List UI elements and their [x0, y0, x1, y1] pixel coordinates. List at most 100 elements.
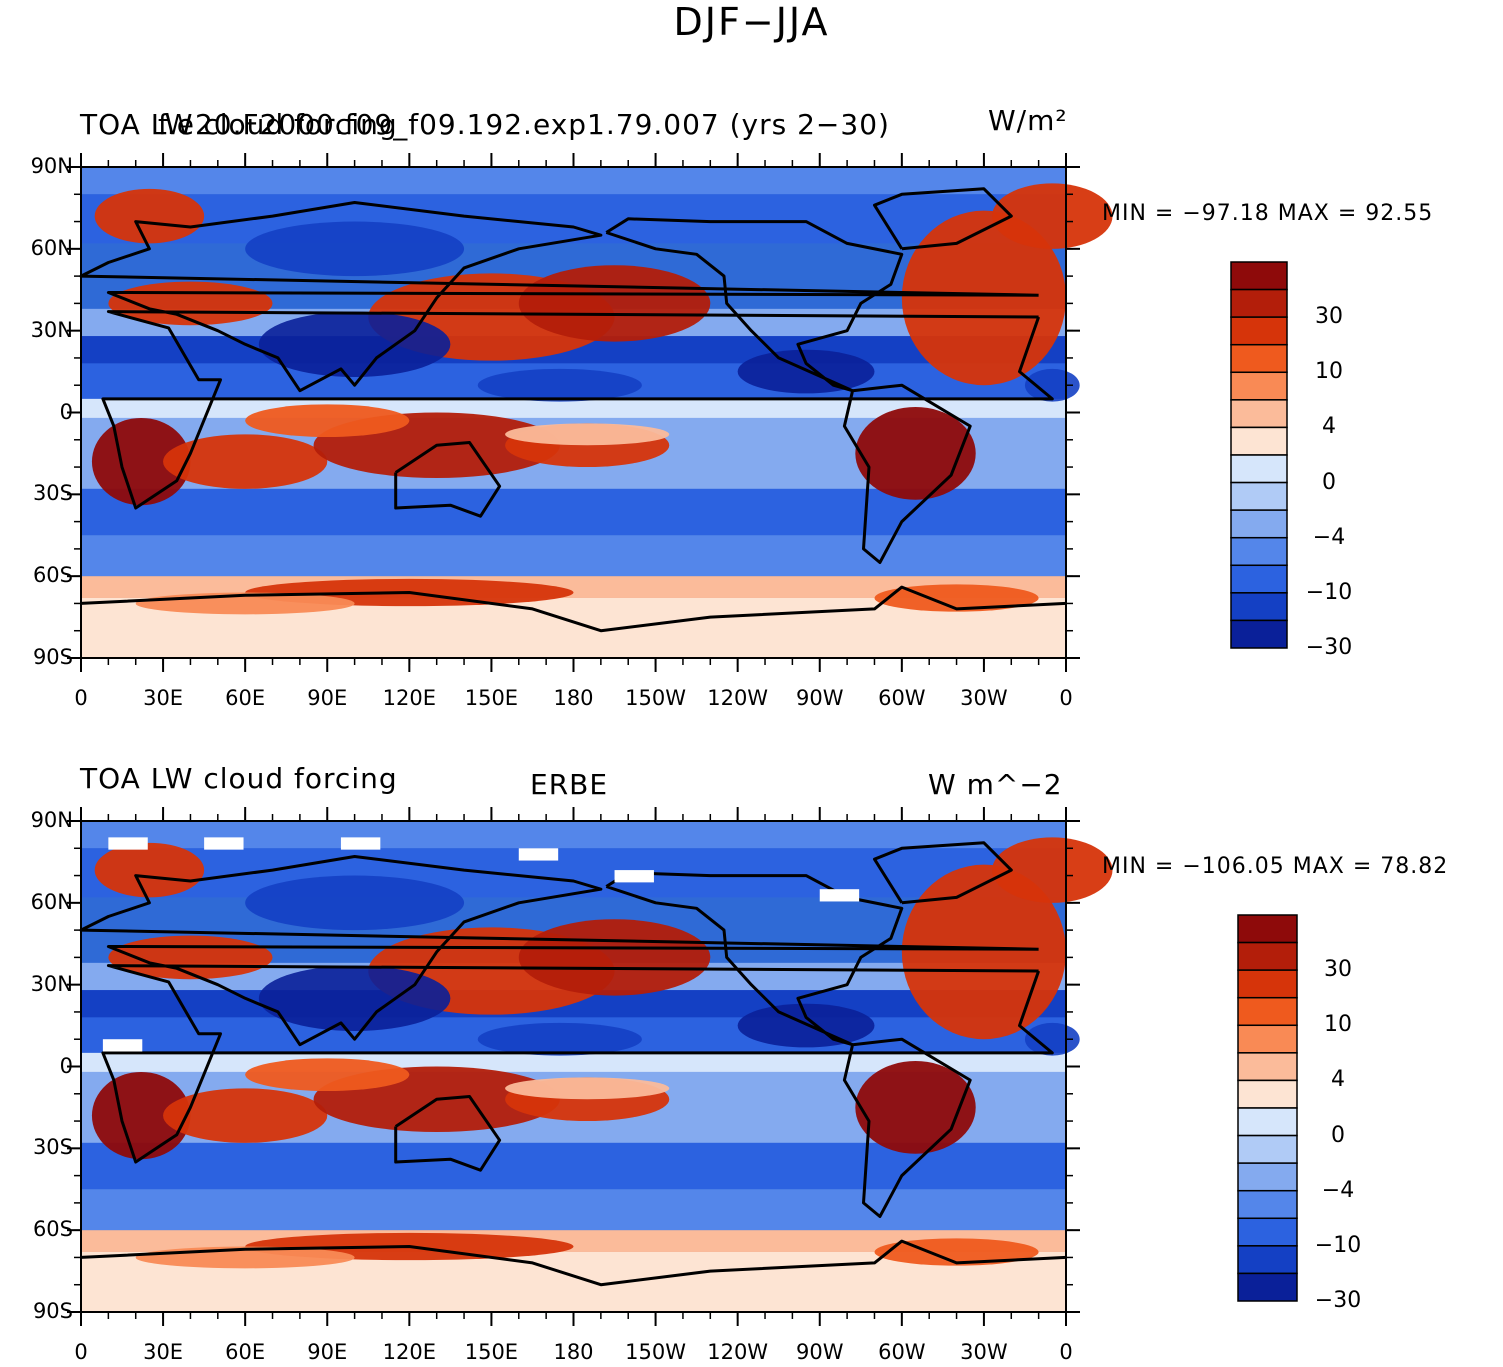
missing-data-patch — [340, 837, 381, 850]
lon-label: 30W — [960, 686, 1008, 710]
field-anomaly — [163, 434, 328, 489]
field-anomaly — [901, 210, 1066, 386]
colorbar-label: 10 — [1324, 1012, 1352, 1038]
missing-data-patch — [204, 837, 244, 850]
field-band — [81, 821, 1066, 849]
field-anomaly — [477, 1022, 642, 1056]
coastline — [873, 841, 1013, 905]
lon-label: 150E — [464, 1340, 519, 1364]
field-anomaly — [245, 404, 410, 438]
coastline — [394, 441, 502, 518]
lon-label: 30E — [143, 1340, 184, 1364]
colorbar-label: 10 — [1315, 359, 1343, 385]
field-anomaly — [258, 311, 451, 378]
lon-label: 60W — [878, 686, 926, 710]
lon-label: 120E — [382, 686, 436, 710]
lat-label: 30S — [32, 481, 73, 506]
colorbar-box — [1230, 426, 1288, 456]
field-anomaly — [518, 265, 711, 342]
colorbar-box — [1230, 481, 1288, 511]
field-anomaly — [901, 864, 1066, 1040]
colorbar-label: 30 — [1324, 957, 1352, 983]
coastline — [80, 585, 1067, 633]
colorbar-box — [1237, 1245, 1298, 1275]
missing-data-patch — [102, 1039, 143, 1052]
missing-data-patch — [108, 837, 148, 850]
lon-label: 120W — [707, 686, 769, 710]
lat-label: 0 — [59, 399, 73, 424]
coastline — [842, 1037, 972, 1218]
figure-title: DJF−JJA — [673, 0, 830, 44]
lon-label: 90W — [796, 686, 844, 710]
lon-label: 120E — [382, 1340, 436, 1364]
lon-label: 60E — [225, 1340, 266, 1364]
panel1-center-title: f.e20.F2000.f09_f09.192.exp1.79.007 (yrs… — [158, 108, 890, 141]
lon-label: 60E — [225, 686, 266, 710]
lat-label: 60S — [32, 1217, 73, 1242]
field-band — [81, 1189, 1066, 1231]
lat-label: 0 — [59, 1053, 73, 1078]
panel1-units: W/m² — [988, 104, 1068, 137]
coastline — [79, 855, 1039, 1047]
lon-label: 30E — [143, 686, 184, 710]
colorbar-box — [1237, 1162, 1298, 1192]
panel1-left-title: TOA LW cloud forcing — [80, 108, 398, 141]
colorbar-label: 4 — [1331, 1067, 1345, 1093]
field-band — [81, 194, 1066, 244]
missing-data-patch — [614, 870, 654, 883]
lon-label: 120W — [707, 1340, 769, 1364]
lon-label: 150W — [625, 686, 686, 710]
lat-label: 30N — [30, 317, 73, 342]
colorbar-label: 4 — [1322, 414, 1336, 440]
colorbar-box — [1230, 399, 1288, 429]
field-anomaly — [163, 1088, 328, 1143]
colorbar-box — [1230, 343, 1288, 374]
colorbar-box — [1230, 454, 1288, 484]
lon-label: 0 — [1059, 686, 1073, 710]
colorbar-box — [1237, 1134, 1298, 1164]
colorbar-label: 30 — [1315, 304, 1343, 330]
field-anomaly — [94, 842, 205, 898]
colorbar-box — [1237, 969, 1298, 999]
colorbar-label: 0 — [1322, 469, 1336, 495]
field-band — [81, 535, 1066, 577]
coastline — [842, 383, 972, 564]
colorbar-box — [1237, 1079, 1298, 1109]
lon-label: 180 — [553, 686, 594, 710]
lat-label: 30S — [32, 1135, 73, 1160]
colorbar-box — [1230, 316, 1288, 346]
colorbar-box — [1230, 619, 1288, 649]
panel2-center-title: ERBE — [530, 768, 609, 801]
panel2-min-max: MIN = −106.05 MAX = 78.82 — [1102, 854, 1449, 879]
panel1-min-max: MIN = −97.18 MAX = 92.55 — [1102, 201, 1434, 226]
lat-label: 90N — [30, 154, 73, 178]
colorbar-box — [1237, 1024, 1298, 1054]
lon-label: 0 — [74, 686, 88, 710]
field-anomaly — [992, 837, 1113, 903]
field-anomaly — [505, 423, 670, 446]
coastline — [394, 1095, 502, 1172]
lon-label: 180 — [553, 1340, 594, 1364]
coastline — [873, 187, 1013, 251]
lat-label: 60N — [30, 235, 73, 260]
colorbar-box — [1237, 1107, 1298, 1137]
missing-data-patch — [819, 889, 860, 902]
colorbar-box — [1230, 592, 1288, 622]
colorbar-box — [1237, 914, 1298, 944]
colorbar-box — [1230, 288, 1288, 318]
field-band — [81, 167, 1066, 195]
coastline — [605, 871, 904, 1047]
colorbar-label: −4 — [1312, 524, 1346, 550]
coastline — [80, 1239, 1067, 1287]
coastline — [101, 310, 1054, 510]
colorbar-box — [1230, 261, 1288, 291]
colorbar-label: −10 — [1314, 1232, 1362, 1258]
field-anomaly — [245, 875, 465, 931]
lon-label: 60W — [878, 1340, 926, 1364]
colorbar-box — [1230, 564, 1288, 594]
coastline — [605, 217, 904, 393]
lat-label: 90N — [30, 808, 73, 832]
colorbar-box — [1237, 941, 1298, 971]
field-anomaly — [477, 368, 642, 402]
map-panel-1 — [67, 153, 1113, 672]
